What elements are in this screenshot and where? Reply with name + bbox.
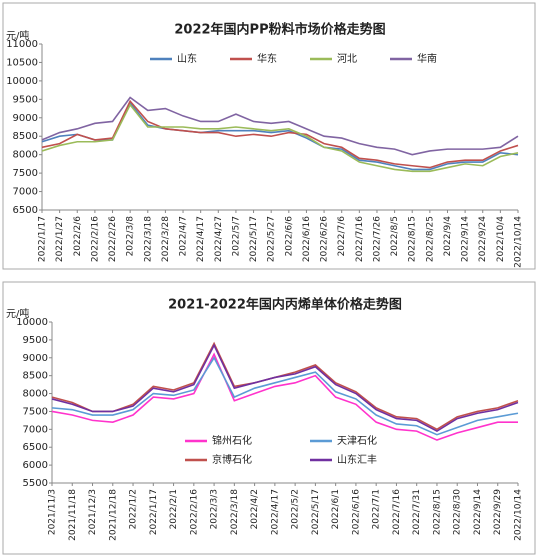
x-tick-label: 2022/4/17 bbox=[270, 489, 280, 535]
x-tick-label: 2022/3/3 bbox=[210, 489, 220, 529]
y-tick-label: 10000 bbox=[16, 317, 48, 328]
x-tick-label: 2022/9/14 bbox=[461, 216, 471, 262]
x-tick-label: 2022/6/16 bbox=[351, 489, 361, 535]
y-tick-label: 8000 bbox=[23, 389, 48, 400]
legend-label: 华东 bbox=[257, 52, 277, 65]
x-tick-label: 2022/7/31 bbox=[412, 489, 422, 535]
x-tick-label: 2022/8/15 bbox=[432, 489, 442, 535]
x-tick-label: 2022/5/7 bbox=[231, 216, 241, 256]
y-tick-label: 9500 bbox=[23, 335, 48, 346]
x-tick-label: 2022/7/26 bbox=[372, 216, 382, 262]
x-tick-label: 2022/1/2 bbox=[129, 489, 139, 529]
x-tick-label: 2022/2/26 bbox=[108, 216, 118, 262]
x-tick-label: 2021/11/18 bbox=[68, 489, 78, 541]
legend-label: 京博石化 bbox=[212, 453, 252, 466]
y-axis-label: 元/吨 bbox=[6, 29, 29, 42]
y-tick-label: 5500 bbox=[23, 478, 48, 489]
x-tick-label: 2022/7/16 bbox=[392, 489, 402, 535]
x-tick-label: 2022/3/28 bbox=[161, 216, 171, 262]
x-tick-label: 2022/6/26 bbox=[320, 216, 330, 262]
y-tick-label: 10000 bbox=[6, 76, 38, 87]
series-line bbox=[41, 96, 519, 156]
legend-label: 山东 bbox=[177, 52, 197, 65]
y-tick-label: 11000 bbox=[6, 39, 38, 50]
y-tick-label: 6500 bbox=[23, 442, 48, 453]
x-tick-label: 2022/1/17 bbox=[149, 489, 159, 535]
legend-label: 河北 bbox=[337, 53, 357, 65]
x-tick-label: 2022/5/27 bbox=[267, 216, 277, 262]
x-tick-label: 2022/9/29 bbox=[493, 489, 503, 535]
x-tick-label: 2022/2/16 bbox=[90, 216, 100, 262]
x-tick-label: 2022/7/1 bbox=[372, 489, 382, 529]
x-tick-label: 2022/9/14 bbox=[473, 489, 483, 535]
x-tick-label: 2022/4/2 bbox=[250, 489, 260, 529]
x-tick-label: 2022/2/1 bbox=[169, 489, 179, 529]
x-tick-label: 2022/4/27 bbox=[214, 216, 224, 262]
x-tick-label: 2022/6/1 bbox=[331, 489, 341, 529]
x-tick-label: 2022/5/2 bbox=[291, 489, 301, 529]
series-line bbox=[51, 343, 519, 433]
x-tick-label: 2022/8/25 bbox=[425, 216, 435, 262]
x-tick-label: 2022/3/18 bbox=[143, 216, 153, 262]
chart-title: 2021-2022年国内丙烯单体价格走势图 bbox=[168, 297, 402, 313]
y-tick-label: 7500 bbox=[23, 406, 48, 417]
series-line bbox=[51, 356, 519, 436]
y-tick-label: 9000 bbox=[23, 353, 48, 364]
x-tick-label: 2022/10/14 bbox=[514, 489, 524, 541]
x-tick-label: 2022/2/16 bbox=[189, 489, 199, 535]
x-tick-label: 2021/11/3 bbox=[48, 489, 58, 535]
x-tick-label: 2022/1/17 bbox=[38, 216, 48, 262]
x-tick-label: 2022/7/6 bbox=[337, 216, 347, 257]
y-tick-label: 8500 bbox=[23, 371, 48, 382]
legend-label: 山东汇丰 bbox=[337, 453, 377, 466]
chart-frame bbox=[2, 281, 536, 555]
x-tick-label: 2022/9/24 bbox=[478, 216, 488, 262]
x-tick-label: 2022/8/15 bbox=[408, 216, 418, 262]
x-tick-label: 2022/6/6 bbox=[284, 216, 294, 257]
y-tick-label: 9000 bbox=[13, 113, 38, 124]
x-tick-label: 2022/10/4 bbox=[496, 216, 506, 262]
x-tick-label: 2022/4/17 bbox=[196, 216, 206, 262]
x-tick-label: 2022/8/30 bbox=[453, 489, 463, 535]
series-line bbox=[51, 341, 519, 431]
x-tick-label: 2022/6/16 bbox=[302, 216, 312, 262]
x-tick-label: 2022/9/4 bbox=[443, 216, 453, 257]
series-line bbox=[41, 103, 519, 173]
x-tick-label: 2022/3/8 bbox=[126, 216, 136, 257]
y-tick-label: 6000 bbox=[23, 460, 48, 471]
y-tick-label: 8500 bbox=[13, 131, 38, 142]
y-axis-label: 元/吨 bbox=[6, 307, 29, 320]
y-tick-label: 7000 bbox=[13, 187, 38, 198]
series-line bbox=[41, 99, 519, 169]
y-tick-label: 10500 bbox=[6, 57, 38, 68]
x-tick-label: 2022/7/16 bbox=[355, 216, 365, 262]
legend-label: 华南 bbox=[417, 52, 437, 65]
x-tick-label: 2022/5/17 bbox=[249, 216, 259, 262]
chart-frame bbox=[2, 2, 536, 270]
x-tick-label: 2022/10/14 bbox=[514, 216, 524, 268]
chart-title: 2022年国内PP粉料市场价格走势图 bbox=[174, 22, 385, 38]
y-tick-label: 7500 bbox=[13, 168, 38, 179]
legend-label: 锦州石化 bbox=[212, 434, 252, 447]
y-tick-label: 8000 bbox=[13, 150, 38, 161]
y-tick-label: 6500 bbox=[13, 205, 38, 216]
x-tick-label: 2022/2/6 bbox=[73, 216, 83, 257]
y-tick-label: 9500 bbox=[13, 94, 38, 105]
series-line bbox=[51, 352, 518, 441]
x-tick-label: 2022/3/18 bbox=[230, 489, 240, 535]
legend-label: 天津石化 bbox=[337, 434, 377, 447]
y-tick-label: 7000 bbox=[23, 424, 48, 435]
x-tick-label: 2022/4/7 bbox=[179, 216, 189, 256]
x-tick-label: 2021/12/18 bbox=[108, 489, 118, 541]
x-tick-label: 2022/5/17 bbox=[311, 489, 321, 535]
x-tick-label: 2022/1/27 bbox=[55, 216, 65, 262]
x-tick-label: 2021/12/3 bbox=[88, 489, 98, 535]
x-tick-label: 2022/8/5 bbox=[390, 216, 400, 256]
